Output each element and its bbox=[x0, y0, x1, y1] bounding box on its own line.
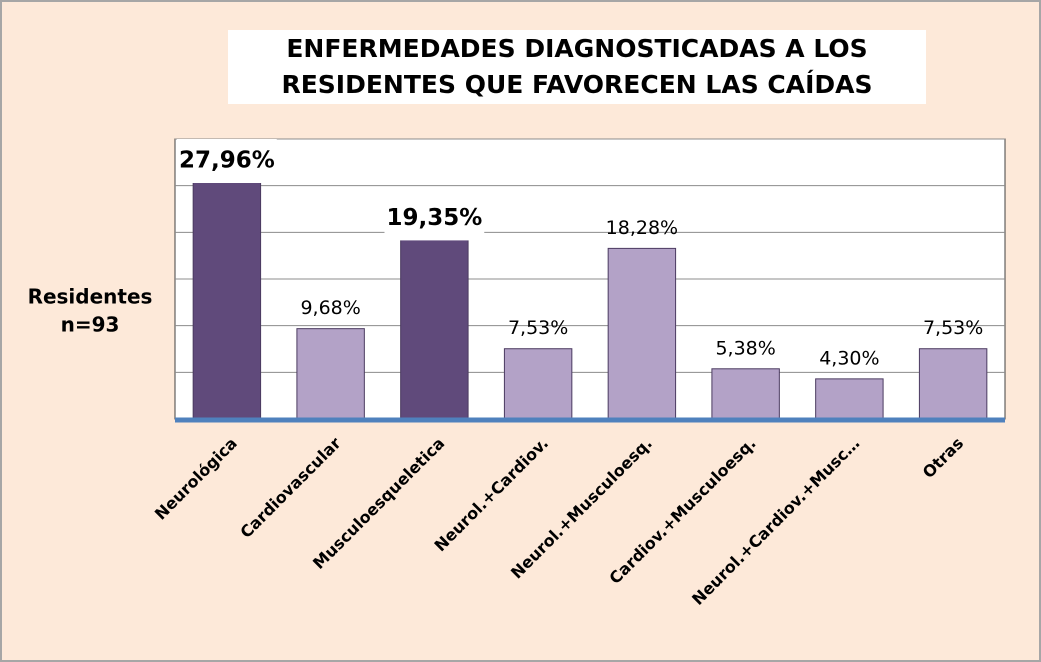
y-axis-label: Residentes bbox=[28, 285, 153, 309]
bar bbox=[296, 328, 365, 420]
value-label: 18,28% bbox=[606, 217, 678, 239]
value-label: 7,53% bbox=[508, 317, 568, 339]
title-box bbox=[228, 30, 926, 104]
value-label: 7,53% bbox=[923, 317, 983, 339]
y-axis-label: n=93 bbox=[61, 313, 120, 337]
bar bbox=[711, 368, 780, 420]
bar bbox=[607, 247, 677, 420]
label-box bbox=[177, 139, 277, 183]
value-label: 19,35% bbox=[386, 205, 482, 231]
label-box bbox=[384, 196, 485, 241]
bar bbox=[815, 378, 884, 420]
value-label: 9,68% bbox=[300, 297, 360, 319]
chart-title: RESIDENTES QUE FAVORECEN LAS CAÍDAS bbox=[281, 70, 872, 99]
value-label: 5,38% bbox=[715, 337, 775, 359]
value-label: 4,30% bbox=[819, 347, 879, 369]
bar bbox=[918, 348, 988, 420]
bar bbox=[400, 237, 469, 420]
value-label: 27,96% bbox=[179, 148, 275, 174]
bar bbox=[503, 348, 573, 420]
chart-title: ENFERMEDADES DIAGNOSTICADAS A LOS bbox=[286, 34, 867, 63]
bar bbox=[192, 157, 262, 420]
